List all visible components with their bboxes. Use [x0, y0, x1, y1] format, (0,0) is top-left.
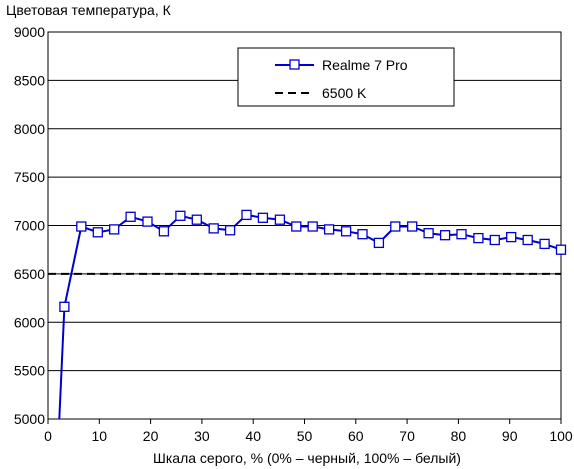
data-point	[109, 224, 120, 235]
gridlines	[48, 79, 561, 372]
data-point	[522, 234, 533, 246]
data-markers	[59, 209, 567, 312]
x-tick-label-100: 100	[549, 428, 573, 444]
data-point	[323, 224, 335, 235]
data-point	[158, 226, 170, 237]
data-point	[456, 229, 467, 240]
legend-box	[237, 47, 455, 107]
data-point	[307, 221, 318, 232]
y-tick-label-8500: 8500	[14, 72, 45, 88]
x-tick-label-70: 70	[399, 428, 415, 444]
x-tick-labels: 0 10 20 30 40 50 60 70 80 90 100	[44, 419, 573, 444]
data-point	[241, 209, 252, 221]
data-point	[142, 216, 153, 227]
data-point	[555, 244, 567, 255]
y-axis-title: Цветовая температура, К	[6, 2, 172, 18]
x-axis-title: Шкала серого, % (0% – черный, 100% – бел…	[153, 450, 461, 466]
data-point	[191, 214, 202, 225]
x-tick-label-40: 40	[245, 428, 261, 444]
y-tick-label-5000: 5000	[14, 411, 45, 427]
legend-marker-realme	[289, 59, 300, 70]
data-point	[539, 238, 550, 250]
y-tick-label-7500: 7500	[14, 169, 45, 185]
data-point	[340, 226, 352, 237]
data-point	[423, 228, 434, 239]
y-tick-labels: 5000 5500 6000 6500 7000 7500 8000 8500 9000	[14, 24, 45, 427]
data-point	[125, 211, 136, 222]
data-point	[390, 221, 401, 232]
data-point	[357, 229, 368, 240]
data-point	[506, 231, 517, 243]
x-tick-label-0: 0	[44, 428, 52, 444]
y-tick-label-6000: 6000	[14, 314, 45, 330]
data-point	[257, 212, 269, 223]
data-point	[407, 221, 418, 232]
x-tick-label-90: 90	[502, 428, 518, 444]
legend-label-6500k: 6500 K	[322, 85, 367, 101]
y-tick-label-8000: 8000	[14, 121, 45, 137]
data-point	[373, 237, 385, 249]
x-tick-label-20: 20	[143, 428, 159, 444]
data-point	[274, 214, 286, 225]
x-tick-label-60: 60	[348, 428, 364, 444]
legend: Realme 7 Pro 6500 K	[237, 47, 455, 107]
data-point	[59, 301, 70, 312]
x-tick-label-80: 80	[451, 428, 467, 444]
x-tick-label-50: 50	[297, 428, 313, 444]
legend-label-realme: Realme 7 Pro	[322, 57, 408, 73]
y-tick-label-9000: 9000	[14, 24, 45, 40]
data-point	[224, 225, 236, 236]
data-point	[473, 232, 484, 244]
data-point	[175, 210, 186, 221]
data-point	[489, 234, 500, 246]
x-tick-label-10: 10	[92, 428, 108, 444]
data-point	[92, 227, 103, 238]
x-tick-label-30: 30	[194, 428, 210, 444]
data-point	[208, 223, 219, 234]
y-tick-label-6500: 6500	[14, 266, 45, 282]
data-point	[439, 230, 451, 241]
data-point	[291, 221, 302, 232]
data-point	[76, 221, 87, 232]
y-tick-label-7000: 7000	[14, 218, 45, 234]
y-tick-label-5500: 5500	[14, 363, 45, 379]
